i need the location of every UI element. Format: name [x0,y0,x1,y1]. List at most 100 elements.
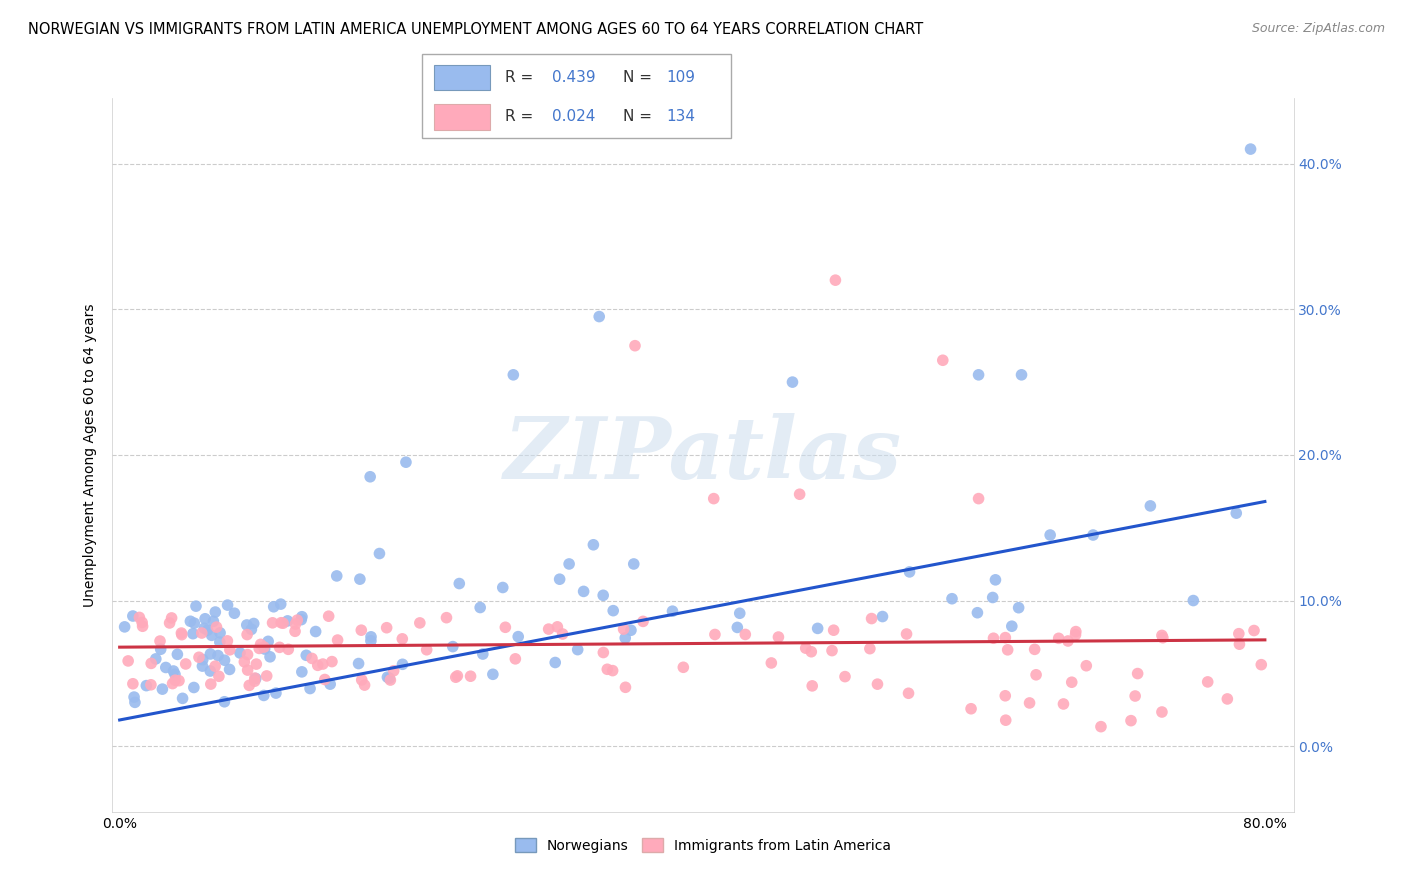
Point [761,656,783,670]
Point [128,610,150,624]
Point [734,627,756,641]
Point [1139,499,1161,513]
Point [299,681,322,696]
Point [243,671,266,685]
Text: 134: 134 [666,109,695,124]
Text: R =: R = [505,70,538,85]
Point [572,584,595,599]
Point [441,640,464,654]
Point [312,657,335,671]
Point [872,609,894,624]
Point [728,607,751,621]
Point [897,686,920,700]
Point [382,664,405,678]
Point [159,615,181,630]
Point [264,686,287,700]
Point [1152,631,1174,645]
Point [166,648,188,662]
Point [360,630,382,644]
Point [377,670,399,684]
Point [494,620,516,634]
Point [262,615,284,630]
Point [284,617,307,632]
Point [208,669,231,683]
Point [602,604,624,618]
Point [353,678,375,692]
Point [1123,689,1146,703]
Point [409,615,432,630]
Point [194,612,217,626]
Point [200,677,222,691]
Point [183,616,205,631]
Point [114,620,136,634]
Point [505,652,527,666]
Point [1229,637,1251,651]
Point [823,624,845,638]
Point [135,679,157,693]
Point [508,630,530,644]
Point [614,681,637,695]
Point [214,653,236,667]
Point [295,648,318,663]
Point [204,659,226,673]
Point [249,637,271,651]
Point [122,677,145,691]
Point [202,615,225,629]
Point [349,572,371,586]
Point [1119,714,1142,728]
Point [160,611,183,625]
Point [1025,667,1047,681]
Point [200,647,222,661]
Point [350,623,373,637]
Point [170,626,193,640]
Point [131,619,153,633]
Point [172,691,194,706]
Point [460,669,482,683]
Point [596,662,619,676]
Text: Source: ZipAtlas.com: Source: ZipAtlas.com [1251,22,1385,36]
Point [214,695,236,709]
Point [932,353,955,368]
Point [967,491,990,506]
Point [782,375,804,389]
Point [1018,696,1040,710]
Text: 0.024: 0.024 [551,109,595,124]
Point [224,606,246,620]
Point [155,660,177,674]
Point [1039,528,1062,542]
Point [170,628,193,642]
Point [124,695,146,709]
Point [193,621,215,635]
Point [179,614,201,628]
Point [149,634,172,648]
Point [395,455,418,469]
Point [703,627,725,641]
Text: R =: R = [505,109,538,124]
Point [1024,642,1046,657]
Point [319,677,342,691]
Point [588,310,610,324]
Point [624,339,647,353]
Point [184,599,207,614]
Point [378,671,401,685]
Point [368,547,391,561]
Point [301,651,323,665]
Point [117,654,139,668]
Point [217,598,239,612]
Point [800,645,823,659]
Point [229,646,252,660]
Point [1239,142,1261,156]
Point [236,627,259,641]
Point [994,631,1017,645]
Point [582,538,605,552]
Point [960,702,983,716]
Point [183,681,205,695]
Point [188,650,211,665]
Point [149,642,172,657]
Point [277,614,299,628]
Point [1001,619,1024,633]
FancyBboxPatch shape [422,54,731,138]
Point [375,621,398,635]
Point [789,487,811,501]
Point [548,572,571,586]
